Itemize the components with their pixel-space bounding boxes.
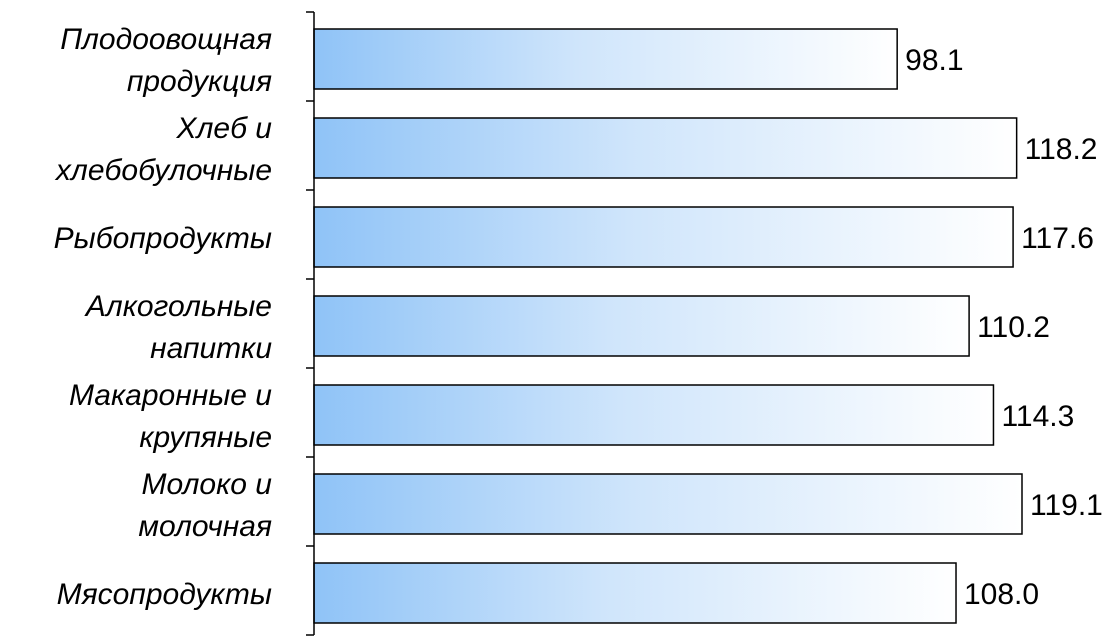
category-label-line: Хлеб и: [175, 112, 272, 145]
value-label: 108.0: [964, 578, 1039, 611]
category-label-line: молочная: [138, 510, 272, 543]
category-label: Мясопродукты: [57, 578, 272, 611]
category-label: Макаронные и крупяные: [69, 379, 272, 454]
category-label-line: хлебобулочные: [54, 154, 272, 187]
category-label: Плодоовощная продукция: [60, 23, 272, 98]
bar: [313, 384, 995, 446]
bar: [313, 473, 1023, 535]
category-label-line: продукция: [127, 65, 272, 98]
category-label-line: Молоко и: [142, 468, 273, 501]
value-label: 117.6: [1021, 222, 1094, 255]
value-label: 98.1: [905, 44, 963, 77]
bar: [313, 206, 1014, 268]
value-label: 118.2: [1025, 133, 1098, 166]
category-label: Хлеб и хлебобулочные: [54, 112, 272, 187]
value-label: 114.3: [1001, 400, 1074, 433]
category-axis: [306, 11, 315, 636]
category-label-line: Рыбопродукты: [54, 222, 272, 255]
category-label-line: Алкогольные: [84, 290, 272, 323]
bars-layer: [313, 28, 1023, 624]
category-label-line: крупяные: [139, 421, 272, 454]
category-label-line: Мясопродукты: [57, 578, 272, 611]
category-label: Алкогольные напитки: [84, 290, 273, 365]
bar: [313, 295, 970, 357]
bar: [313, 28, 898, 90]
value-label: 119.1: [1030, 489, 1103, 522]
value-label: 110.2: [977, 311, 1050, 344]
labels-layer: 98.1 Плодоовощная продукция 118.2 Хлеб и хлеб…: [54, 23, 1103, 611]
category-label-line: напитки: [150, 332, 272, 365]
category-label-line: Макаронные и: [69, 379, 272, 412]
bar: [313, 117, 1018, 179]
category-label: Рыбопродукты: [54, 222, 272, 255]
bar: [313, 562, 957, 624]
category-label-line: Плодоовощная: [60, 23, 272, 56]
category-label: Молоко и молочная: [138, 468, 272, 543]
